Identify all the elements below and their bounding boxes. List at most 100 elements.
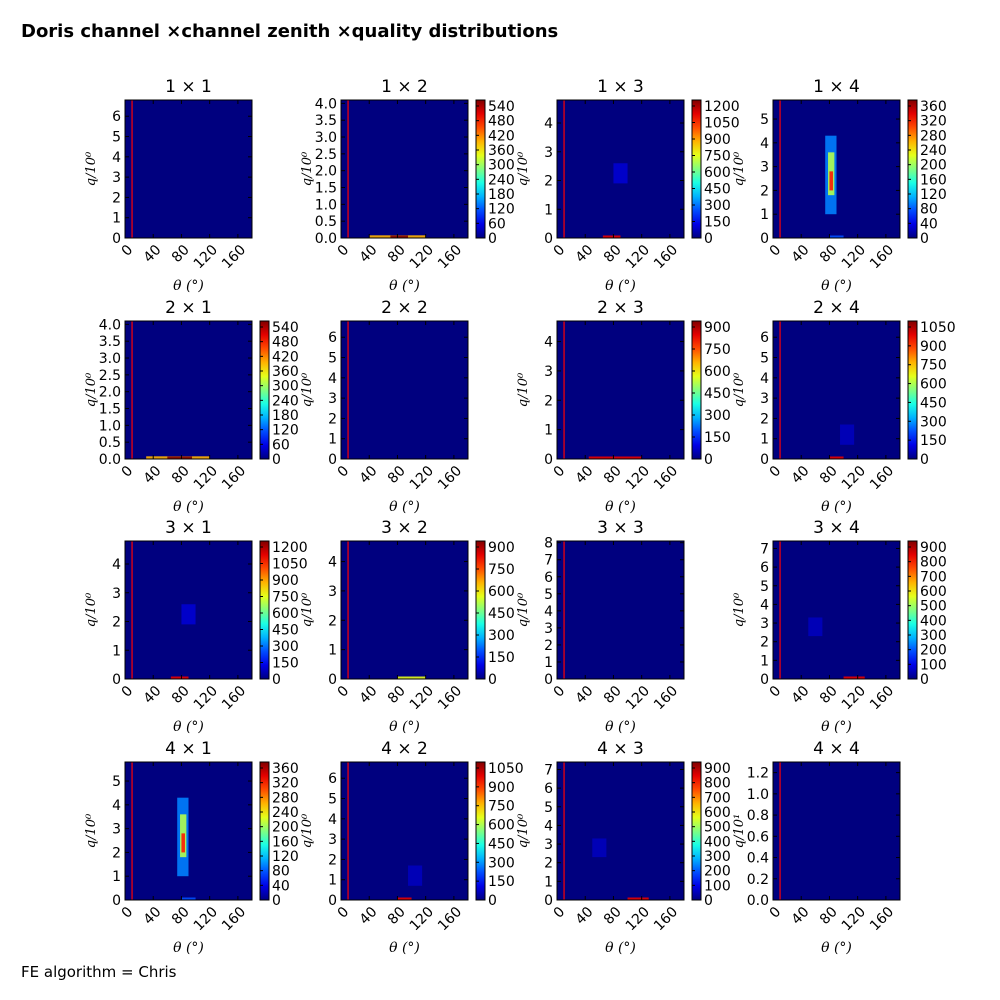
colorbar-tick-label: 600 [920,377,947,393]
y-tick-label: 3 [328,832,337,848]
colorbar-tick-label: 480 [488,114,515,130]
colorbar-tick-label: 60 [272,437,290,453]
heatmap-hotspot [627,897,649,900]
heatmap-hotspot [167,456,193,459]
x-tick-label: 0 [119,242,137,260]
y-tick-label: 6 [544,570,553,586]
y-axis-label: q/10⁰ [516,151,531,186]
y-axis-label: q/10⁰ [300,592,315,627]
heatmap-background [773,762,900,900]
x-tick-label: 120 [407,904,437,934]
y-tick-label: 0.6 [747,829,769,845]
colorbar-tick-label: 150 [920,433,947,449]
colorbar-tick-label: 300 [488,855,515,871]
colorbar-tick-label: 540 [272,320,299,336]
colorbar-tick-label: 900 [488,780,515,796]
heatmap-hotspot [181,897,196,900]
y-tick-label: 4 [544,116,553,132]
colorbar-tick-label: 150 [488,650,515,666]
colorbar [691,99,702,239]
x-axis-label: θ (°) [605,719,636,735]
x-tick-label: 120 [839,242,869,272]
x-tick-label: 80 [169,683,193,707]
y-tick-label: 4 [328,371,337,387]
x-tick-label: 0 [335,463,353,481]
y-axis-label: q/10⁰ [84,813,99,848]
panel-title: 4 × 1 [165,739,212,759]
x-tick-label: 40 [357,683,381,707]
x-tick-label: 40 [141,242,165,266]
heatmap-hotspot [181,604,196,625]
x-tick-label: 40 [789,683,813,707]
y-tick-label: 5 [328,351,337,367]
x-tick-label: 80 [817,463,841,487]
panel-title: 3 × 4 [813,518,860,538]
colorbar-tick-label: 150 [704,215,731,231]
x-tick-label: 120 [191,683,221,713]
colorbar-tick-label: 400 [920,613,947,629]
x-tick-label: 80 [385,463,409,487]
x-tick-label: 80 [601,242,625,266]
colorbar-tick-label: 400 [704,834,731,850]
heatmap-hotspot [170,676,189,679]
colorbar-tick-label: 900 [272,573,299,589]
colorbar [691,320,702,460]
y-tick-label: 5 [544,587,553,603]
colorbar-tick-label: 300 [920,628,947,644]
plot-frame [340,761,469,901]
y-tick-label: 4 [112,798,121,814]
colorbar-tick-label: 300 [704,408,731,424]
colorbar-tick-label: 1050 [272,557,308,573]
colorbar-tick-label: 420 [488,128,515,144]
colorbar-tick-label: 600 [920,584,947,600]
colorbar-tick-label: 420 [272,349,299,365]
colorbar-tick-label: 40 [920,216,938,232]
colorbar-tick-label: 500 [704,820,731,836]
y-axis-label: q/10⁰ [84,592,99,627]
y-tick-label: 7 [544,762,553,778]
x-tick-label: 160 [435,242,465,272]
y-tick-label: 2 [112,845,121,861]
heatmap-background [557,541,684,679]
y-tick-label: 6 [544,781,553,797]
y-tick-label: 4 [328,812,337,828]
heatmap-hotspot [408,865,423,886]
y-tick-label: 3 [112,586,121,602]
heatmap-background [341,762,468,900]
x-tick-label: 0 [767,904,785,922]
y-tick-label: 4 [544,335,553,351]
x-tick-label: 40 [357,463,381,487]
x-tick-label: 80 [601,463,625,487]
y-tick-label: 8 [544,536,553,552]
colorbar-tick-label: 150 [272,656,299,672]
x-tick-label: 120 [407,463,437,493]
plot-frame [772,99,901,239]
y-tick-label: 0 [544,452,553,468]
x-tick-label: 160 [867,463,897,493]
x-tick-label: 120 [839,463,869,493]
x-tick-label: 0 [551,463,569,481]
colorbar-tick-label: 100 [920,657,947,673]
heatmap-hotspot [592,838,607,858]
panel-title: 1 × 3 [597,77,644,97]
x-axis-label: θ (°) [605,940,636,956]
colorbar-tick-label: 320 [920,114,947,130]
plot-frame [772,320,901,460]
x-tick-label: 160 [219,683,249,713]
plot-frame [340,320,469,460]
colorbar-tick-label: 280 [920,128,947,144]
panel-title: 2 × 3 [597,298,644,318]
colorbar-tick-label: 450 [488,606,515,622]
x-tick-label: 80 [169,463,193,487]
y-tick-label: 6 [760,330,769,346]
y-tick-label: 3 [112,822,121,838]
panel-title: 1 × 4 [813,77,860,97]
colorbar-tick-label: 240 [272,393,299,409]
x-tick-label: 80 [169,904,193,928]
y-tick-label: 0.0 [99,452,121,468]
heatmap-background [341,321,468,459]
panel-title: 2 × 4 [813,298,860,318]
